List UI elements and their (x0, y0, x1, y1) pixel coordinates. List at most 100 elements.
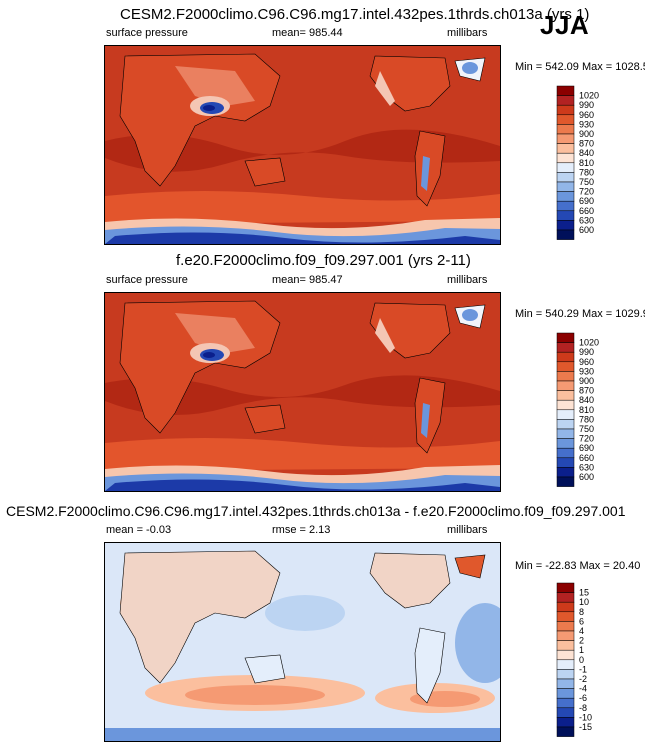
panel-1-colorbar-swatch (556, 104, 575, 116)
panel-2-colorbar-label: 690 (579, 443, 594, 453)
panel-3-colorbar-swatch (556, 659, 575, 670)
panel-2-mean: mean= 985.47 (272, 274, 343, 286)
panel-2-colorbar-swatch (556, 332, 575, 343)
panel-2-colorbar-label: 780 (579, 414, 594, 424)
panel-1-colorbar-swatch (556, 210, 575, 221)
panel-2-colorbar-label: 930 (579, 366, 594, 376)
panel-2-colorbar-swatch (556, 371, 575, 382)
panel-3-colorbar-swatch (556, 592, 575, 603)
panel-1-colorbar-swatch (556, 191, 575, 202)
panel-3-colorbar-label: -15 (579, 722, 592, 732)
panel-2-colorbar-label: 900 (579, 376, 594, 386)
panel-1-colorbar-label: 1020 (579, 91, 599, 101)
panel-2-colorbar-swatch (556, 457, 575, 468)
panel-2-map (104, 292, 501, 492)
panel-1-colorbar-label: 900 (579, 129, 594, 139)
panel-3-colorbar-label: -1 (579, 664, 587, 674)
panel-3-colorbar-swatch (556, 601, 575, 613)
panel-2-colorbar-label: 720 (579, 434, 594, 444)
panel-3-colorbar-label: 8 (579, 607, 584, 617)
panel-3-colorbar-swatch (556, 611, 575, 622)
season-label: JJA (540, 10, 590, 40)
panel-1-colorbar-label: 600 (579, 225, 594, 235)
panel-2-colorbar-label: 870 (579, 386, 594, 396)
panel-2-colorbar-label: 840 (579, 395, 594, 405)
panel-1-colorbar-label: 690 (579, 196, 594, 206)
panel-1-colorbar-label: 660 (579, 206, 594, 216)
panel-1-colorbar-swatch (556, 220, 575, 231)
panel-3-colorbar-label: 4 (579, 626, 584, 636)
panel-2-colorbar-label: 600 (579, 472, 594, 482)
panel-1-colorbar-label: 720 (579, 187, 594, 197)
panel-2-colorbar-label: 810 (579, 405, 594, 415)
panel-3-colorbar-label: -2 (579, 674, 587, 684)
panel-2-colorbar-label: 1020 (579, 338, 599, 348)
panel-2-colorbar-swatch (556, 399, 575, 411)
panel-1-colorbar-swatch (556, 181, 575, 192)
panel-3-colorbar-swatch (556, 697, 575, 709)
panel-1-map-svg (105, 46, 500, 244)
panel-2-colorbar-label: 630 (579, 462, 594, 472)
panel-2-variable: surface pressure (106, 274, 188, 286)
panel-3-colorbar-label: 10 (579, 597, 589, 607)
panel-3-colorbar-label: 2 (579, 636, 584, 646)
panel-2-colorbar-label: 660 (579, 453, 594, 463)
panel-1-colorbar-swatch (556, 85, 575, 96)
panel-1-colorbar-swatch (556, 95, 575, 106)
panel-2-colorbar-swatch (556, 467, 575, 478)
panel-2-colorbar-swatch (556, 342, 575, 353)
panel-2-colorbar-swatch (556, 409, 575, 420)
panel-2-minmax: Min = 540.29 Max = 1029.91 (515, 308, 645, 320)
panel-3-colorbar-swatch (556, 640, 575, 651)
panel-2-colorbar-swatch (556, 447, 575, 459)
panel-3-colorbar-label: -8 (579, 703, 587, 713)
panel-2-colorbar-label: 750 (579, 424, 594, 434)
panel-3-map-svg (105, 543, 500, 741)
panel-3-colorbar-label: 6 (579, 616, 584, 626)
panel-2-colorbar: 1020 990 960 930 900 870 840 810 780 750 720 690 660… (556, 332, 616, 492)
panel-1-colorbar-swatch (556, 124, 575, 135)
panel-1-colorbar-label: 840 (579, 148, 594, 158)
panel-2-colorbar-swatch (556, 351, 575, 363)
panel-3-colorbar-label: -6 (579, 693, 587, 703)
panel-3-colorbar-label: 1 (579, 645, 584, 655)
panel-2-colorbar-swatch (556, 361, 575, 372)
panel-3-colorbar-label: 15 (579, 588, 589, 598)
panel-1-colorbar-label: 810 (579, 158, 594, 168)
panel-1-colorbar-swatch (556, 143, 575, 154)
panel-1-colorbar-swatch (556, 229, 575, 240)
panel-1-colorbar-label: 750 (579, 177, 594, 187)
panel-1-colorbar-swatch (556, 114, 575, 125)
panel-3-colorbar-label: -10 (579, 712, 592, 722)
panel-3-colorbar-swatch (556, 707, 575, 718)
panel-2-colorbar-swatch (556, 476, 575, 487)
panel-1-colorbar-swatch (556, 133, 575, 144)
panel-1-colorbar-swatch (556, 162, 575, 173)
panel-2-units: millibars (447, 274, 488, 286)
panel-3-colorbar-swatch (556, 582, 575, 593)
panel-1-colorbar-label: 780 (579, 167, 594, 177)
panel-3-colorbar-label: -4 (579, 684, 587, 694)
panel-2-map-svg (105, 293, 500, 491)
panel-1-colorbar: 1020 990 960 930 900 870 840 810 780 750 720 690 660… (556, 85, 616, 245)
panel-1-colorbar-label: 930 (579, 119, 594, 129)
panel-1-colorbar-label: 990 (579, 100, 594, 110)
panel-3-mean: mean = -0.03 (106, 524, 172, 536)
panel-3-colorbar-swatch (556, 649, 575, 661)
panel-2-colorbar-label: 960 (579, 357, 594, 367)
panel-1-title: CESM2.F2000climo.C96.C96.mg17.intel.432p… (120, 6, 590, 23)
panel-2-colorbar-swatch (556, 438, 575, 449)
panel-1-map (104, 45, 501, 245)
panel-1-colorbar-svg: 1020990960930900870840810780750720690660… (556, 85, 599, 240)
panel-2-colorbar-swatch (556, 419, 575, 430)
panel-2-colorbar-label: 990 (579, 347, 594, 357)
panel-2-colorbar-svg: 1020990960930900870840810780750720690660… (556, 332, 599, 487)
panel-1-mean: mean= 985.44 (272, 27, 343, 39)
panel-1-colorbar-swatch (556, 200, 575, 212)
panel-2-title: f.e20.F2000climo.f09_f09.297.001 (yrs 2-… (176, 252, 471, 269)
panel-1-minmax: Min = 542.09 Max = 1028.55 (515, 61, 645, 73)
panel-3-colorbar-swatch (556, 726, 575, 737)
panel-3-colorbar-swatch (556, 669, 575, 680)
panel-3-title: CESM2.F2000climo.C96.C96.mg17.intel.432p… (6, 503, 626, 519)
